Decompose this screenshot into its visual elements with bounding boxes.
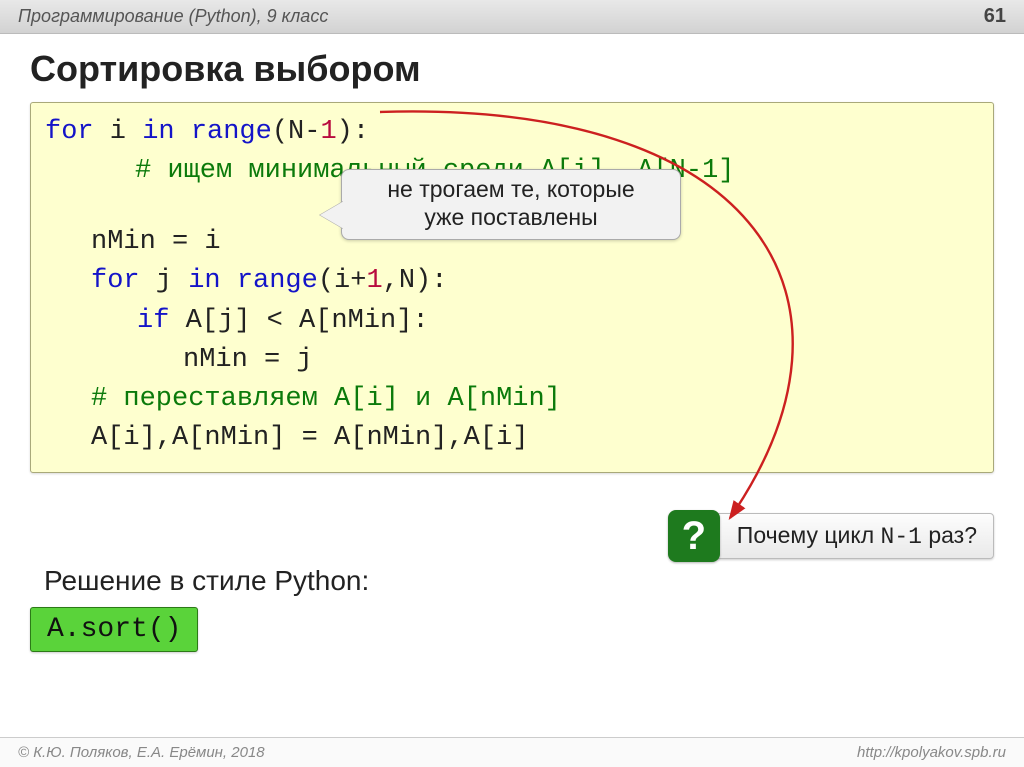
callout-bubble: не трогаем те, которые уже поставлены [341, 169, 681, 240]
question-text: Почему цикл N-1 раз? [714, 513, 994, 559]
footer-url: http://kpolyakov.spb.ru [857, 744, 1006, 761]
copyright: © К.Ю. Поляков, Е.А. Ерёмин, 2018 [18, 744, 265, 761]
slide-title: Сортировка выбором [0, 34, 1024, 102]
code-line-4: for j in range(i+1,N): [45, 262, 979, 301]
course-title: Программирование (Python), 9 класс [18, 6, 328, 27]
callout-line-1: не трогаем те, которые [356, 176, 666, 204]
python-solution-code: A.sort() [30, 607, 198, 652]
question-box: ? Почему цикл N-1 раз? [668, 510, 994, 562]
slide-header: Программирование (Python), 9 класс 61 [0, 0, 1024, 34]
code-line-6: nMin = j [45, 341, 979, 380]
callout-line-2: уже поставлены [356, 204, 666, 232]
question-mark-icon: ? [668, 510, 720, 562]
code-line-5: if A[j] < A[nMin]: [45, 302, 979, 341]
page-number: 61 [984, 5, 1006, 28]
code-line-7: # переставляем A[i] и A[nMin] [45, 380, 979, 419]
code-line-1: for i in range(N-1): [45, 113, 979, 152]
slide-footer: © К.Ю. Поляков, Е.А. Ерёмин, 2018 http:/… [0, 737, 1024, 767]
code-block: for i in range(N-1): # ищем минимальный … [30, 102, 994, 473]
code-line-8: A[i],A[nMin] = A[nMin],A[i] [45, 419, 979, 458]
